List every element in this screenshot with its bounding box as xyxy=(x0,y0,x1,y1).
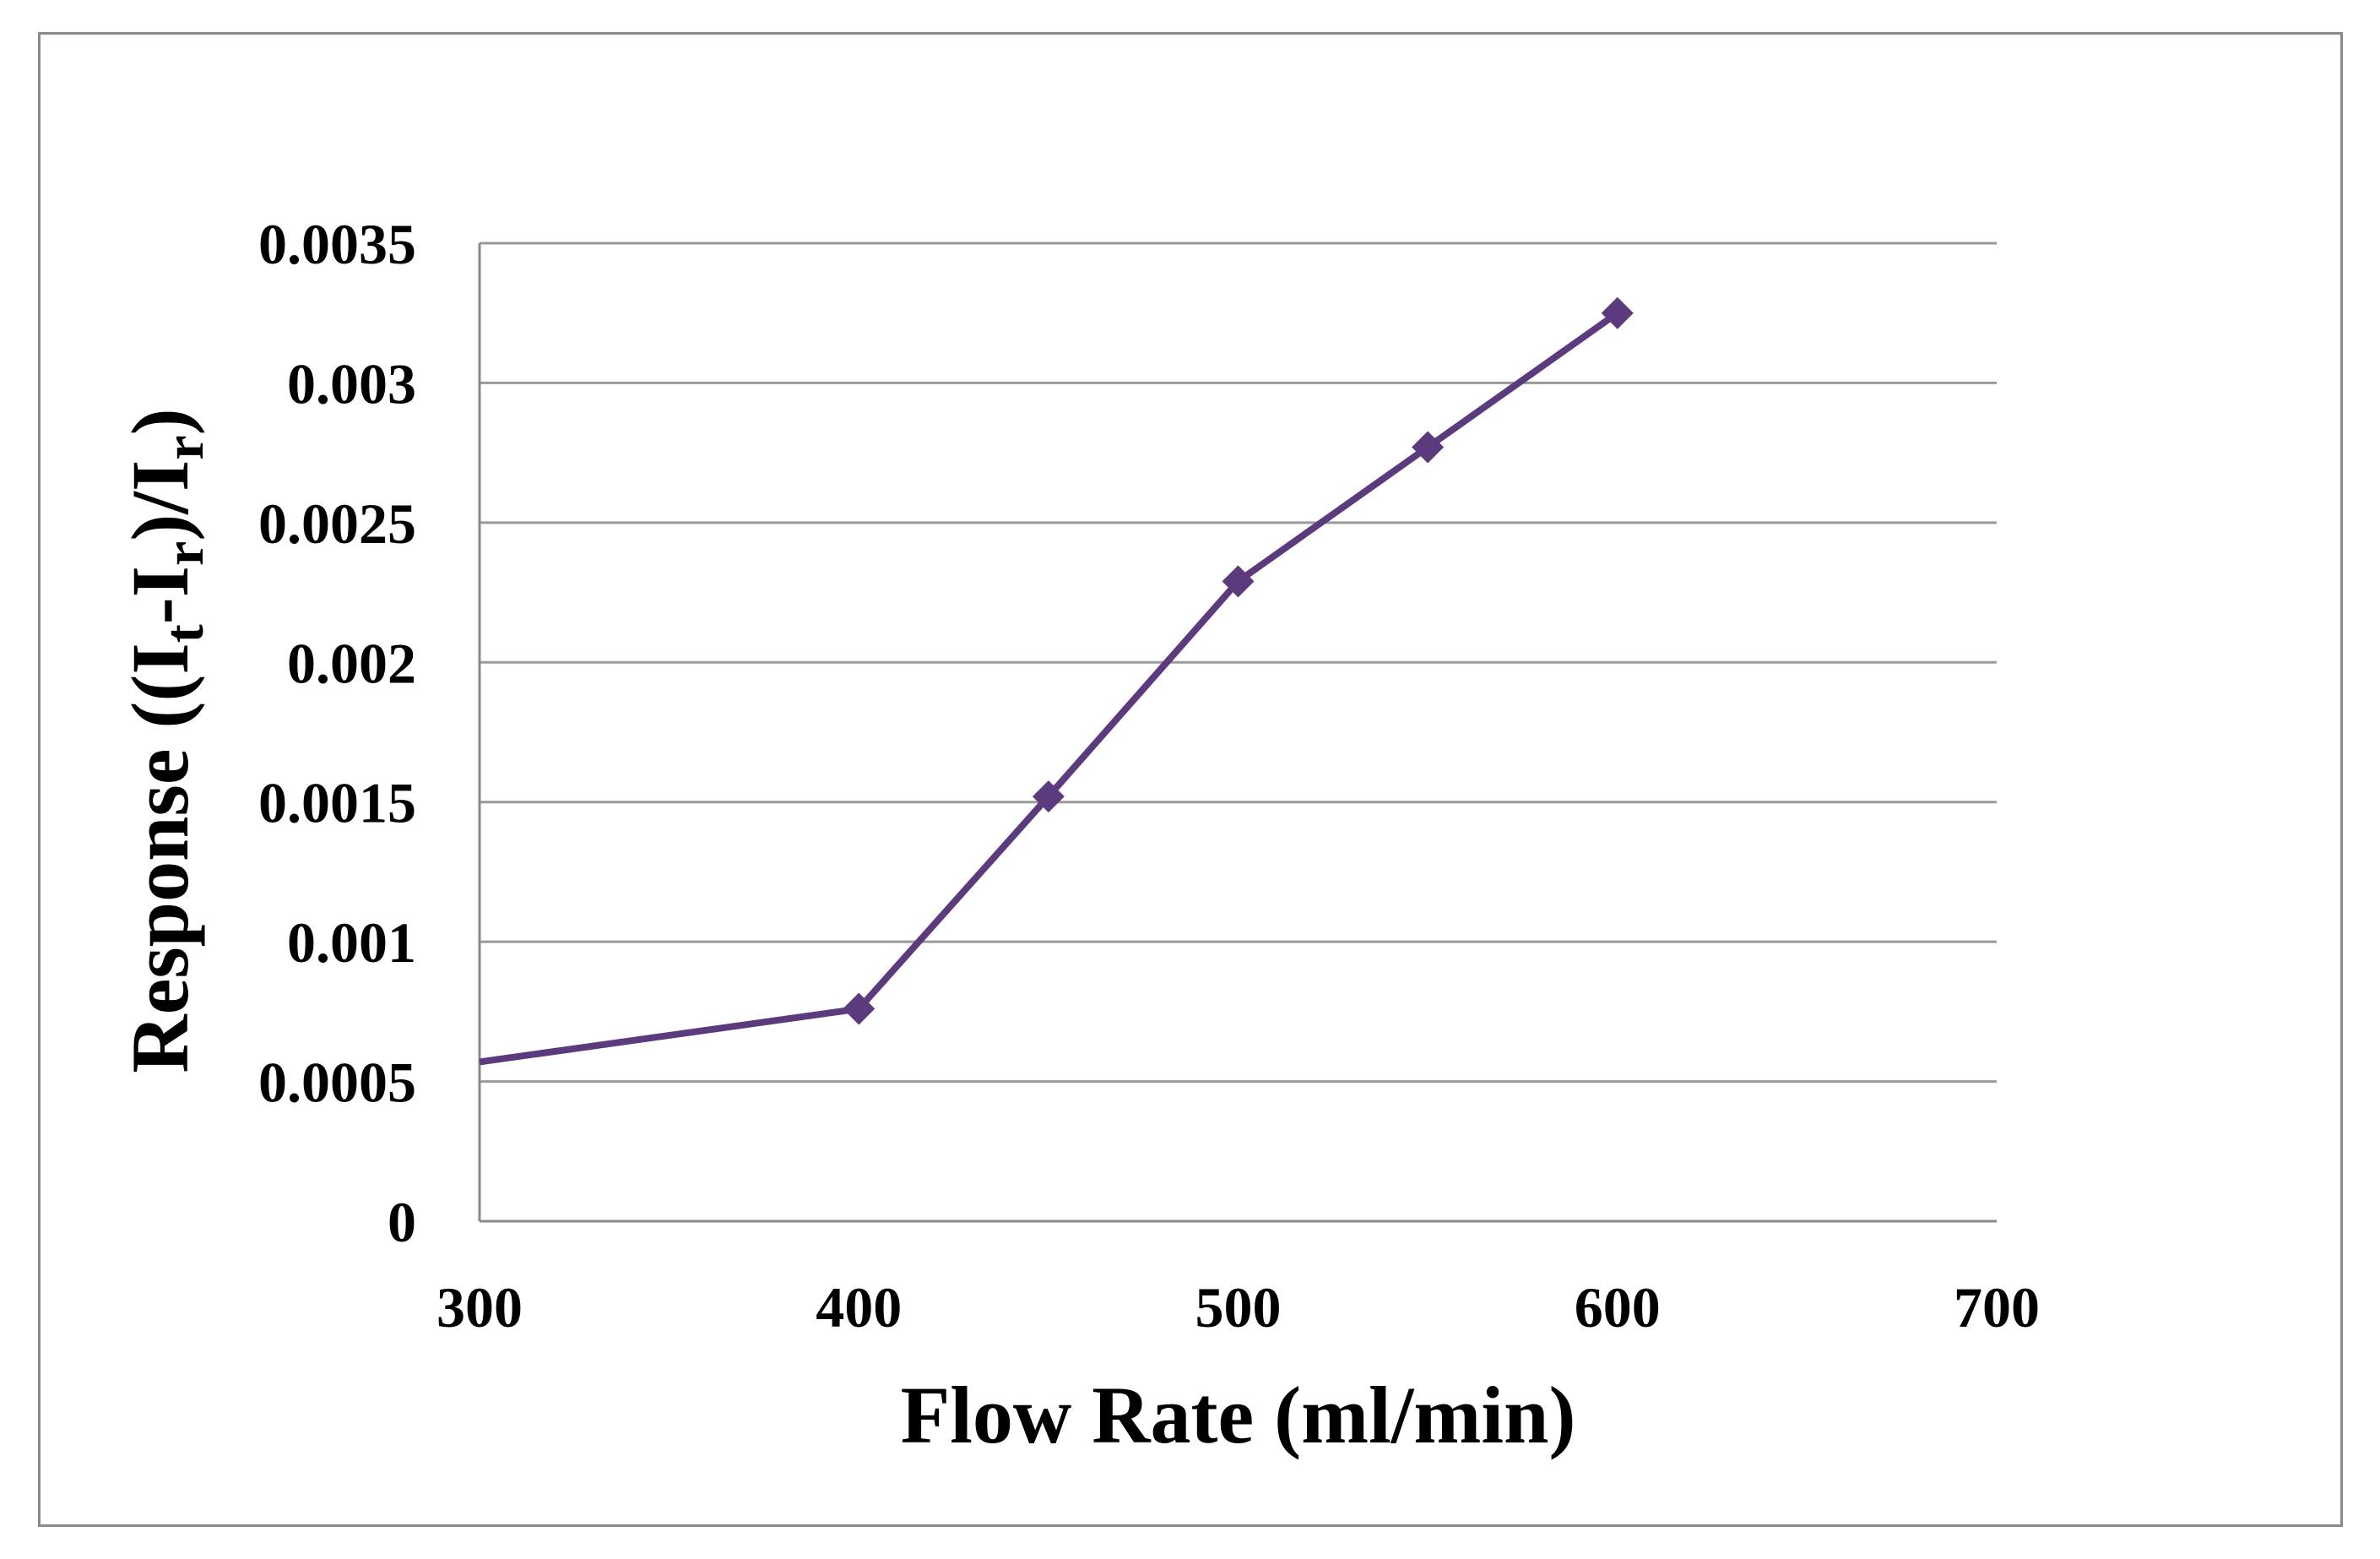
data-series xyxy=(479,296,1634,1066)
x-tick-label: 600 xyxy=(1575,1275,1661,1339)
data-point-marker xyxy=(1601,296,1634,329)
y-axis-title: Response ((It-Ir)/Ir) xyxy=(115,408,215,1073)
y-tick-label: 0 xyxy=(388,1190,416,1254)
x-tick-label: 500 xyxy=(1195,1275,1282,1339)
x-tick-label: 300 xyxy=(436,1275,523,1339)
data-point-marker xyxy=(1032,780,1065,813)
y-tick-label: 0.003 xyxy=(287,351,416,416)
y-tick-label: 0.001 xyxy=(287,910,416,975)
y-tick-label: 0.0005 xyxy=(258,1051,416,1115)
y-tick-label: 0.0015 xyxy=(258,771,416,835)
y-axis-tick-labels: 0 0.0005 0.001 0.0015 0.002 0.0025 0.003 0.0035 xyxy=(258,212,416,1254)
x-tick-label: 700 xyxy=(1954,1275,2040,1339)
data-point-marker xyxy=(843,992,876,1025)
gridlines xyxy=(480,242,1997,1084)
series-line xyxy=(479,310,1620,1066)
x-axis-tick-labels: 300 400 500 600 700 xyxy=(436,1275,2040,1339)
x-tick-label: 400 xyxy=(816,1275,902,1339)
y-tick-label: 0.002 xyxy=(287,631,416,695)
x-axis-title: Flow Rate (ml/min) xyxy=(901,1370,1576,1460)
data-point-marker xyxy=(1222,565,1255,598)
chart-frame xyxy=(38,32,2343,1527)
data-point-marker xyxy=(1412,431,1445,464)
y-tick-label: 0.0025 xyxy=(258,492,416,556)
axes xyxy=(478,243,1997,1223)
y-tick-label: 0.0035 xyxy=(258,212,416,276)
